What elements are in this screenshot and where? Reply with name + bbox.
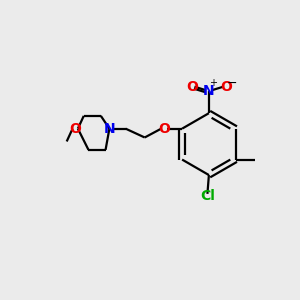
Text: N: N [103, 122, 115, 136]
Text: Cl: Cl [200, 189, 215, 203]
Text: +: + [209, 78, 217, 88]
Text: O: O [69, 122, 81, 136]
Text: −: − [227, 77, 238, 90]
Text: N: N [203, 84, 215, 98]
Text: O: O [220, 80, 232, 94]
Text: O: O [158, 122, 170, 136]
Text: O: O [186, 80, 198, 94]
